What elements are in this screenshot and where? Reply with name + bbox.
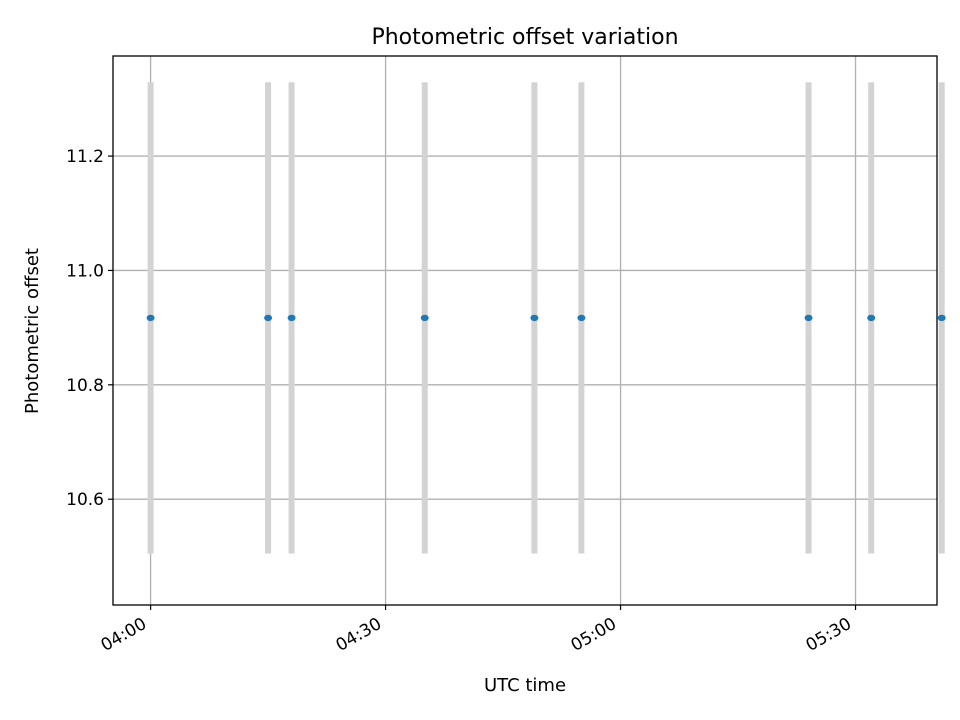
x-axis-label: UTC time xyxy=(484,675,566,696)
chart-title: Photometric offset variation xyxy=(371,25,678,50)
y-tick-label: 10.6 xyxy=(66,490,104,510)
data-point xyxy=(804,314,813,322)
y-axis-ticks: 10.6 10.8 11.0 11.2 xyxy=(66,147,113,510)
data-points xyxy=(146,314,946,322)
y-tick-label: 11.2 xyxy=(66,147,104,167)
data-point xyxy=(937,314,946,322)
data-point xyxy=(146,314,155,322)
data-point xyxy=(420,314,429,322)
grid xyxy=(113,56,937,605)
data-point xyxy=(530,314,539,322)
plot-frame xyxy=(112,55,938,606)
y-tick-label: 11.0 xyxy=(66,261,104,281)
y-tick-label: 10.8 xyxy=(66,376,104,396)
data-point xyxy=(264,314,273,322)
y-axis-label: Photometric offset xyxy=(22,248,43,414)
data-point xyxy=(577,314,586,322)
data-point xyxy=(287,314,296,322)
data-point xyxy=(867,314,876,322)
